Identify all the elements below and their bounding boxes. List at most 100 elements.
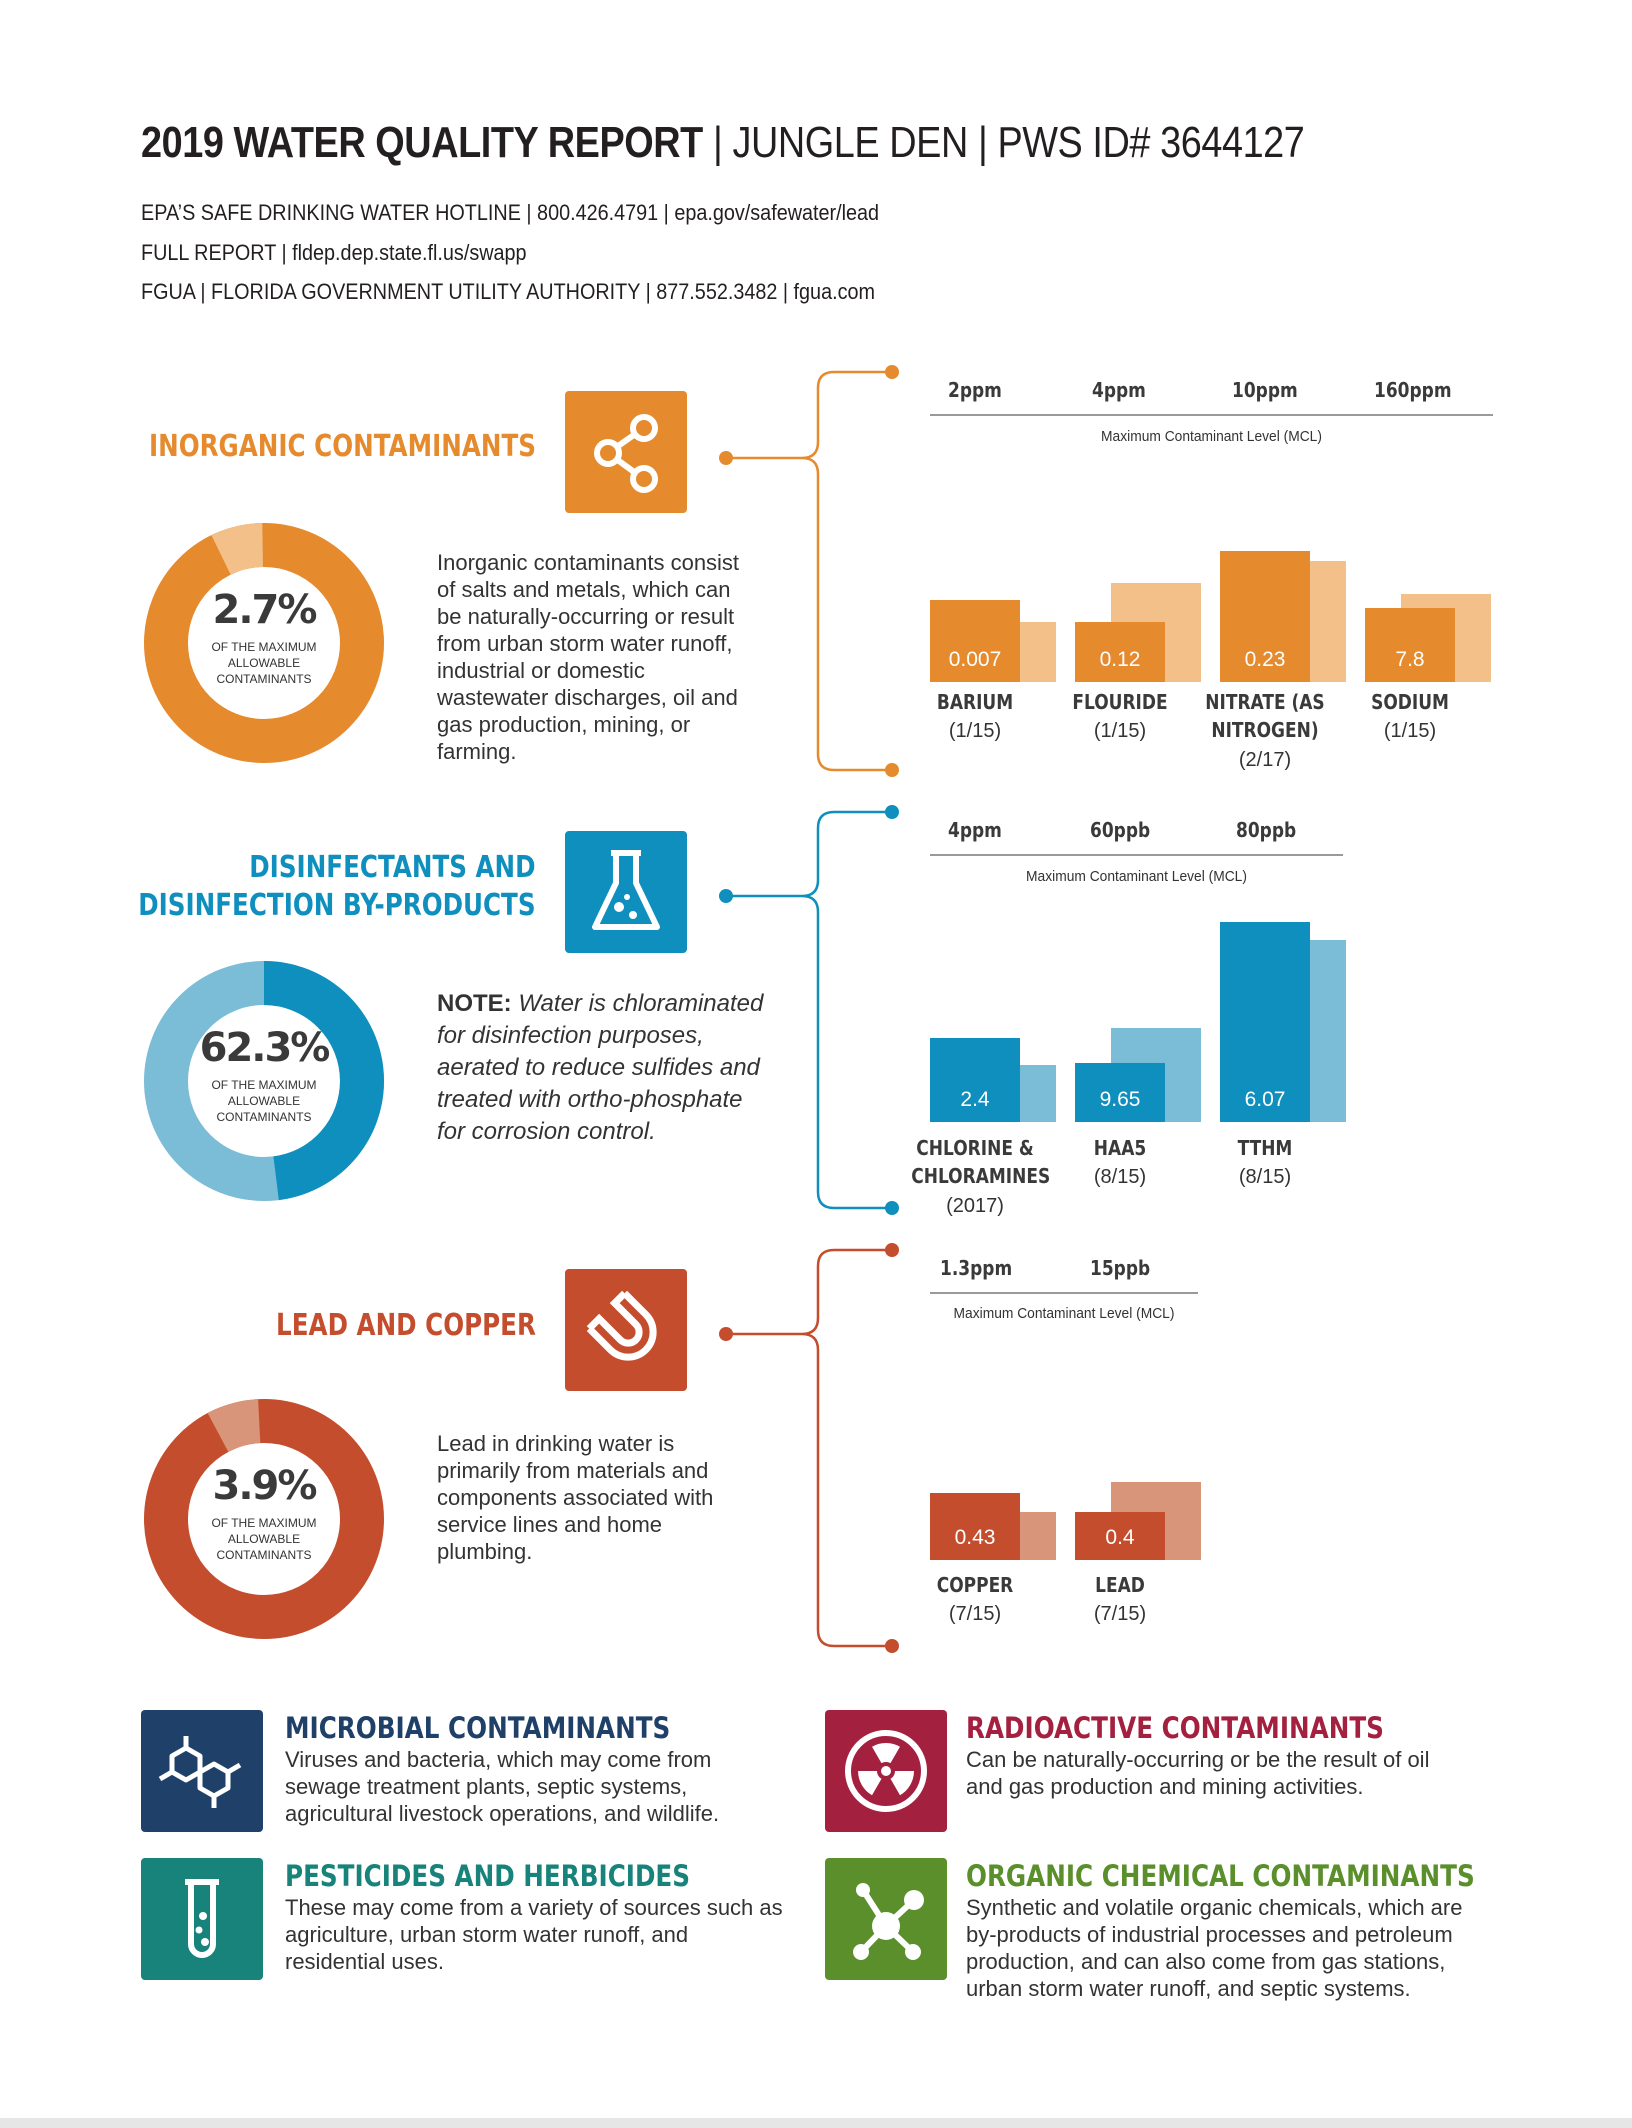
inorganic-title: INORGANIC CONTAMINANTS	[148, 429, 536, 464]
bar-date-label: (8/15)	[1238, 1166, 1292, 1188]
mcl-tick: 15ppb	[1090, 1256, 1151, 1280]
radioactive-title: RADIOACTIVE CONTAMINANTS	[966, 1711, 1384, 1745]
radiation-icon	[825, 1710, 947, 1832]
microbial-title: MICROBIAL CONTAMINANTS	[285, 1711, 671, 1745]
test-tube-icon	[141, 1858, 263, 1980]
title-utility: JUNGLE DEN	[732, 118, 968, 167]
bar-category-label: HAA5	[1093, 1136, 1147, 1160]
disinfectant-note: NOTE: Water is chloraminated for disinfe…	[437, 988, 777, 1148]
mcl-tick: 1.3ppm	[940, 1256, 1013, 1280]
disinfectant-title-line: DISINFECTION BY-PRODUCTS	[138, 888, 536, 923]
inorganic-connector	[726, 370, 892, 772]
lead-title: LEAD AND COPPER	[276, 1308, 536, 1343]
bar-date-label: (2/17)	[1238, 749, 1292, 771]
share-nodes-icon	[565, 391, 687, 513]
bar-primary	[1220, 551, 1310, 682]
bar-primary	[1075, 1512, 1165, 1560]
title-pws-id: PWS ID# 3644127	[997, 118, 1305, 167]
page-title: 2019 WATER QUALITY REPORT | JUNGLE DEN |…	[141, 118, 1305, 168]
bar-category-label: BARIUM	[936, 690, 1014, 714]
bar-category-label: SODIUM	[1371, 690, 1449, 714]
pesticides-title: PESTICIDES AND HERBICIDES	[285, 1859, 691, 1893]
lead-bar-chart: 0.43 0.4	[930, 1452, 1201, 1560]
bar-date-label: (2017)	[946, 1195, 1004, 1217]
title-separator: |	[977, 118, 988, 167]
bar-category-label: LEAD	[1095, 1573, 1145, 1597]
note-label: NOTE:	[437, 990, 512, 1017]
bar-value-label: 2.4	[960, 1088, 990, 1111]
connector-dot	[885, 1201, 899, 1215]
mcl-tick: 10ppm	[1232, 378, 1298, 402]
mcl-caption: Maximum Contaminant Level (MCL)	[1101, 428, 1322, 445]
magnet-icon	[565, 1269, 687, 1391]
connector-dot	[885, 365, 899, 379]
disinfectant-donut-percent: 62.3%	[199, 1025, 331, 1071]
bar-value-label: 9.65	[1099, 1088, 1141, 1111]
molecule-icon	[825, 1858, 947, 1980]
flask-icon	[565, 831, 687, 953]
connector-dot	[719, 1327, 733, 1341]
mcl-tick: 60ppb	[1090, 818, 1151, 842]
bar-primary	[1220, 922, 1310, 1122]
connector-dot	[719, 451, 733, 465]
mcl-tick: 160ppm	[1374, 378, 1452, 402]
bar-value-label: 0.43	[954, 1526, 996, 1549]
bar-category-label: TTHM	[1237, 1136, 1293, 1160]
title-report: 2019 WATER QUALITY REPORT	[141, 118, 703, 167]
fgua-line: FGUA | FLORIDA GOVERNMENT UTILITY AUTHOR…	[141, 279, 875, 304]
mcl-axis-line	[930, 854, 1343, 856]
bar-value-label: 6.07	[1244, 1088, 1286, 1111]
bar-category-label: CHLORINE & CHLORAMINES	[911, 1136, 1051, 1188]
bar-date-label: (8/15)	[1093, 1166, 1147, 1188]
epa-hotline-line: EPA’S SAFE DRINKING WATER HOTLINE | 800.…	[141, 200, 880, 225]
full-report-line: FULL REPORT | fldep.dep.state.fl.us/swap…	[141, 240, 527, 265]
bar-value-label: 0.007	[948, 648, 1002, 671]
bar-value-label: 0.4	[1105, 1526, 1135, 1549]
mcl-tick: 4ppm	[1092, 378, 1146, 402]
disinfectant-bar-chart: 2.4 9.65 6.07	[930, 918, 1346, 1122]
bar-category-label: FLOURIDE	[1072, 690, 1168, 714]
disinfectant-title: DISINFECTANTS AND DISINFECTION BY-PRODUC…	[139, 849, 536, 925]
microbial-description: Viruses and bacteria, which may come fro…	[285, 1747, 720, 1826]
lead-description: Lead in drinking water is primarily from…	[437, 1431, 714, 1564]
mcl-tick: 2ppm	[948, 378, 1002, 402]
connector-dot	[719, 889, 733, 903]
bar-primary	[930, 1493, 1020, 1560]
bar-date-label: (7/15)	[948, 1603, 1002, 1625]
bar-primary	[1075, 622, 1165, 682]
mcl-axis-line	[930, 1292, 1198, 1294]
radioactive-description: Can be naturally-occurring or be the res…	[966, 1747, 1430, 1799]
donut-caption: OF THE MAXIMUM ALLOWABLE CONTAMINANTS	[211, 640, 317, 686]
bar-value-label: 7.8	[1395, 648, 1425, 671]
donut-caption: OF THE MAXIMUM ALLOWABLE CONTAMINANTS	[211, 1078, 317, 1124]
connector-dot	[885, 763, 899, 777]
donut-caption: OF THE MAXIMUM ALLOWABLE CONTAMINANTS	[211, 1516, 317, 1562]
bar-date-label: (1/15)	[948, 720, 1002, 742]
bar-primary	[930, 1038, 1020, 1122]
bar-primary	[1075, 1062, 1165, 1122]
mcl-tick: 80ppb	[1236, 818, 1297, 842]
bar-category-label: COPPER	[936, 1573, 1014, 1597]
mcl-tick: 4ppm	[948, 818, 1002, 842]
hexagon-molecule-icon	[141, 1710, 263, 1832]
inorganic-donut: 2.7% OF THE MAXIMUM ALLOWABLE CONTAMINAN…	[144, 523, 384, 768]
mcl-axis-line	[930, 414, 1493, 416]
organic-title: ORGANIC CHEMICAL CONTAMINANTS	[966, 1859, 1475, 1893]
bar-primary	[1365, 608, 1455, 682]
pesticides-description: These may come from a variety of sources…	[285, 1895, 783, 1974]
lead-donut: 3.9% OF THE MAXIMUM ALLOWABLE CONTAMINAN…	[144, 1399, 384, 1644]
inorganic-description: Inorganic contaminants consist of salts …	[437, 550, 740, 764]
mcl-caption: Maximum Contaminant Level (MCL)	[953, 1305, 1175, 1322]
bar-category-label: NITRATE (AS NITROGEN)	[1205, 690, 1325, 742]
page-bottom-edge	[0, 2118, 1632, 2128]
disinfectant-title-line: DISINFECTANTS AND	[249, 850, 536, 885]
inorganic-bar-chart: 0.007 0.12 0.23 7.8	[930, 540, 1493, 682]
title-separator: |	[712, 118, 723, 167]
bar-date-label: (1/15)	[1383, 720, 1437, 742]
connector-dot	[885, 1639, 899, 1653]
connector-dot	[885, 805, 899, 819]
bar-date-label: (7/15)	[1093, 1603, 1147, 1625]
bar-value-label: 0.12	[1099, 648, 1141, 671]
bar-value-label: 0.23	[1244, 648, 1286, 671]
